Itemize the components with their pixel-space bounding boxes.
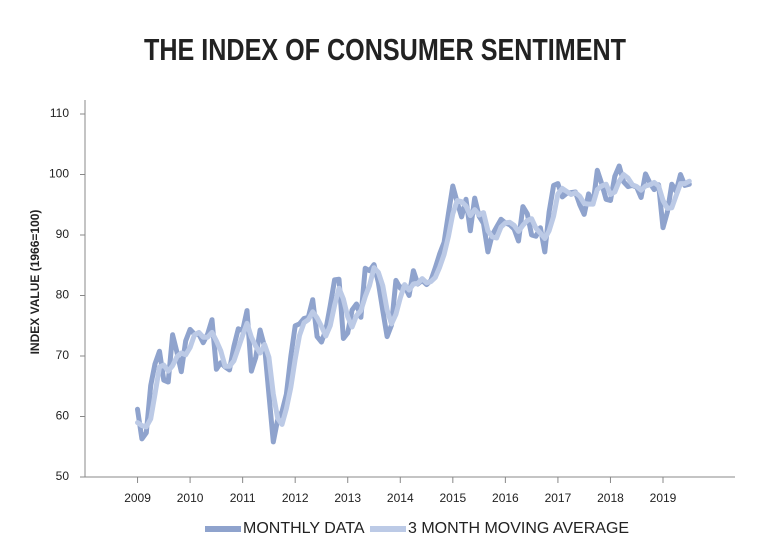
x-tick-label: 2010 [177, 491, 204, 505]
legend-label: 3 MONTH MOVING AVERAGE [408, 520, 629, 537]
y-tick-label: 80 [56, 288, 70, 302]
x-tick-label: 2015 [439, 491, 466, 505]
legend-label: MONTHLY DATA [243, 520, 365, 537]
x-tick-label: 2011 [230, 491, 256, 505]
x-tick-label: 2017 [545, 491, 572, 505]
y-tick-label: 100 [49, 167, 69, 181]
y-tick-label: 110 [50, 106, 69, 120]
y-axis-label: INDEX VALUE (1966=100) [28, 210, 42, 355]
y-tick-label: 60 [56, 409, 70, 423]
y-tick-label: 70 [56, 348, 70, 362]
x-tick-label: 2014 [387, 491, 414, 505]
series-line [135, 163, 692, 445]
y-tick-label: 90 [56, 227, 70, 241]
series-line [135, 172, 692, 430]
x-tick-label: 2018 [597, 491, 624, 505]
x-tick-label: 2012 [282, 491, 309, 505]
chart-title: THE INDEX OF CONSUMER SENTIMENT [144, 32, 626, 67]
x-tick-label: 2019 [650, 491, 677, 505]
x-tick-label: 2013 [334, 491, 361, 505]
x-tick-label: 2009 [124, 491, 151, 505]
y-tick-label: 50 [56, 469, 70, 483]
x-tick-label: 2016 [492, 491, 519, 505]
